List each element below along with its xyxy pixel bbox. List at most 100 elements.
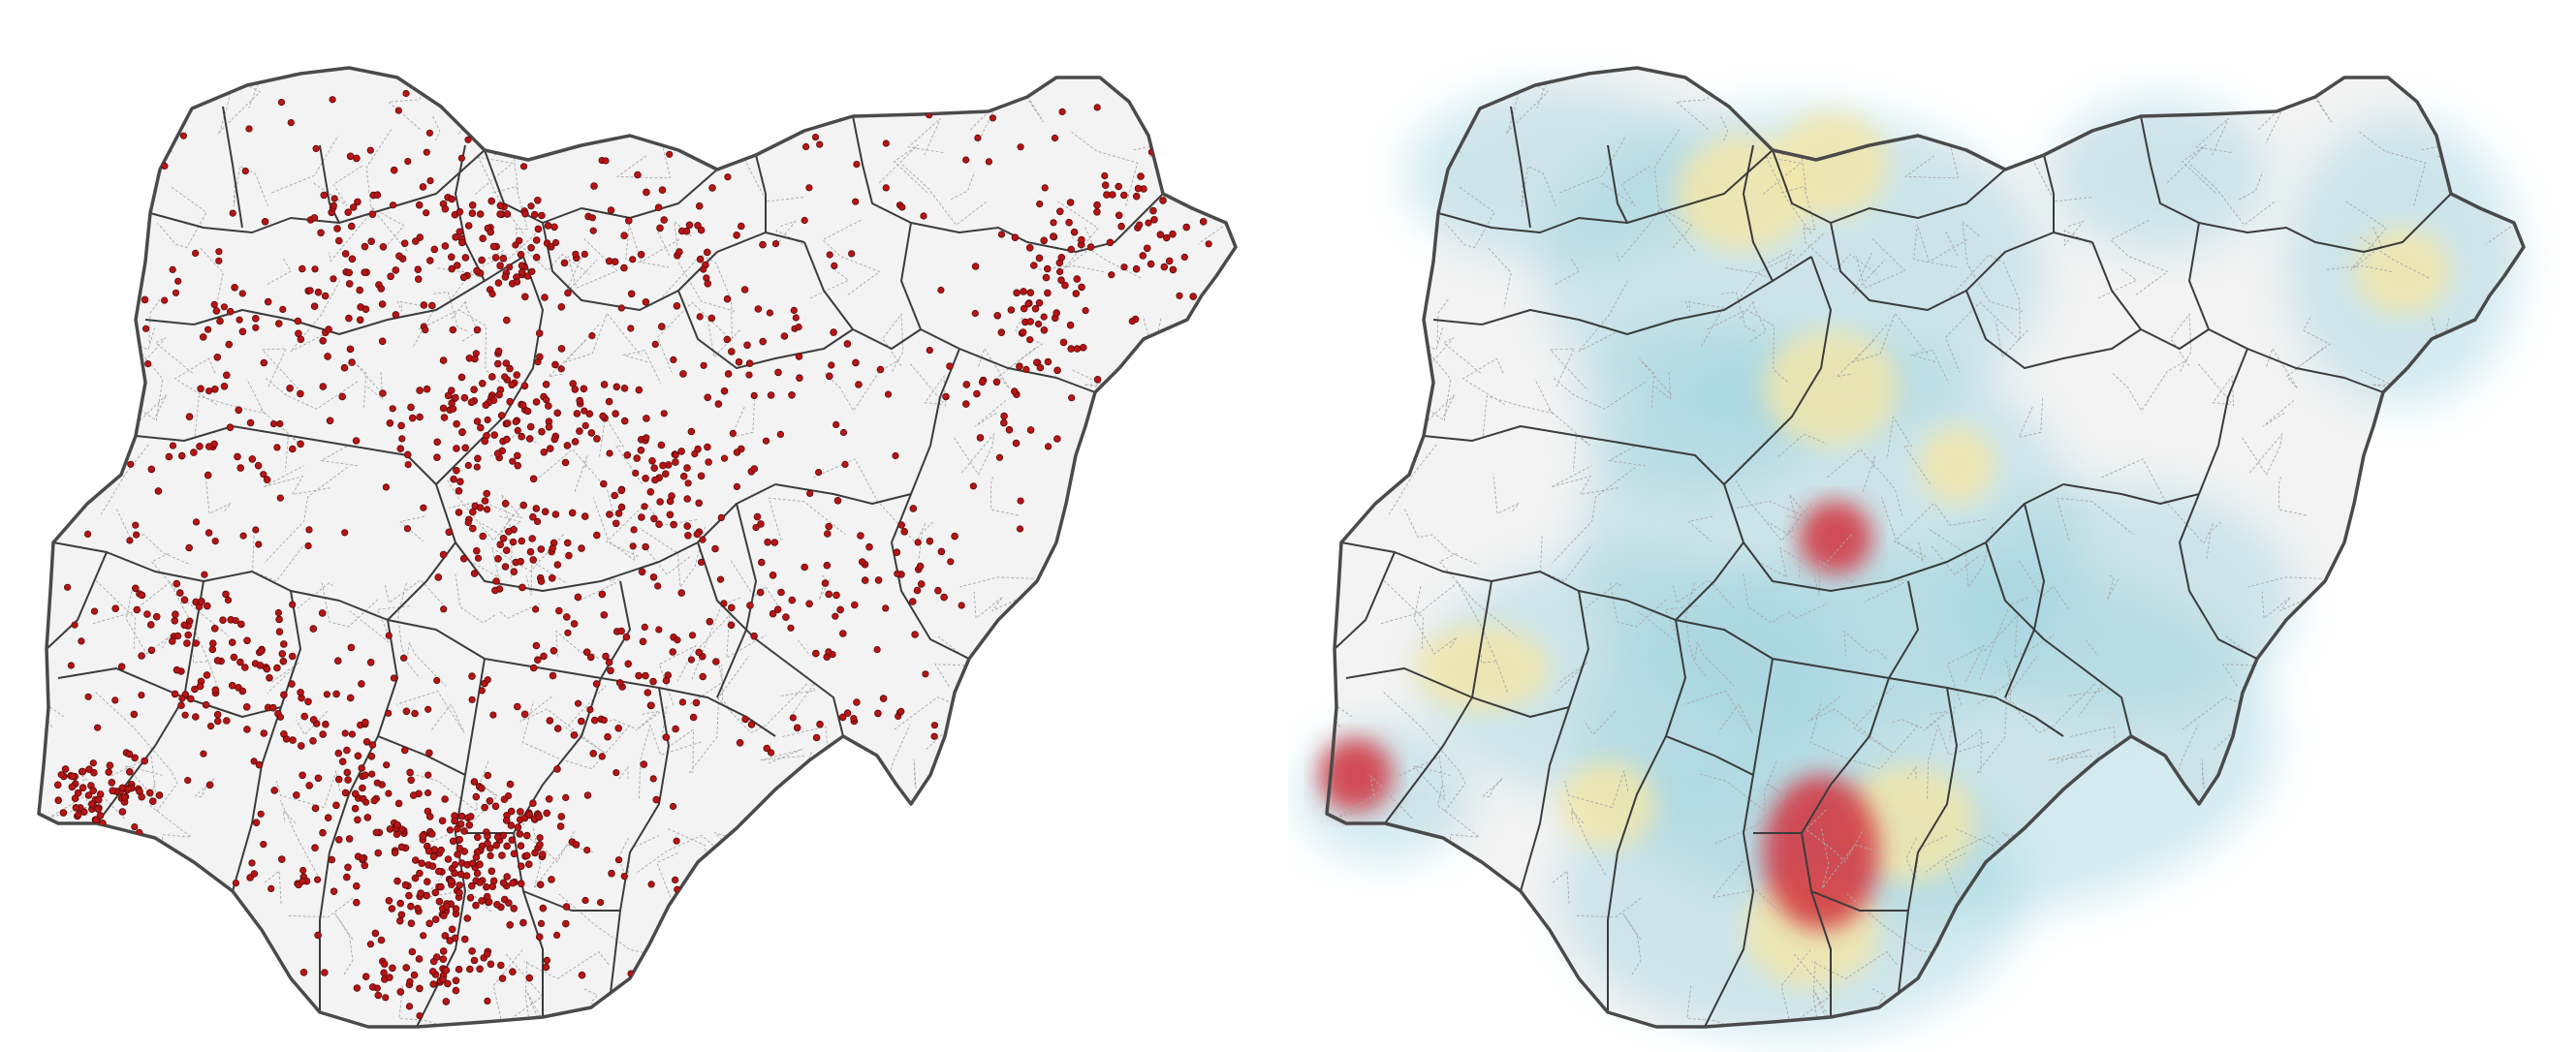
event-point <box>419 832 426 840</box>
event-point <box>482 882 490 891</box>
event-point <box>124 785 132 793</box>
lga-boundary <box>809 268 850 299</box>
event-point <box>806 489 814 497</box>
event-point <box>533 656 542 664</box>
event-point <box>498 975 507 982</box>
event-point <box>543 396 550 404</box>
event-point <box>468 946 476 955</box>
event-point <box>534 358 542 366</box>
lga-boundary <box>2347 779 2428 805</box>
lga-boundary <box>768 497 846 541</box>
lga-boundary <box>2318 762 2366 809</box>
event-point <box>711 658 720 665</box>
state-boundary <box>1334 551 1396 650</box>
event-point <box>226 423 235 432</box>
event-point <box>499 534 508 542</box>
lga-boundary <box>2068 683 2103 717</box>
lga-boundary <box>2517 68 2524 97</box>
event-point <box>1026 426 1035 434</box>
event-point <box>1134 184 1143 193</box>
event-point <box>191 685 199 694</box>
event-point <box>379 389 387 397</box>
event-point <box>1067 245 1075 254</box>
event-point <box>478 897 486 905</box>
event-point <box>582 648 591 656</box>
event-point <box>677 448 685 455</box>
event-point <box>788 390 796 399</box>
event-point <box>620 872 628 881</box>
lga-boundary <box>689 659 724 704</box>
event-point <box>220 303 228 311</box>
event-point <box>704 443 711 451</box>
event-point <box>825 590 832 599</box>
state-boundary <box>1704 658 1774 1027</box>
event-point <box>666 150 674 158</box>
event-point <box>385 896 393 905</box>
lga-boundary <box>1807 696 1893 754</box>
event-point <box>407 919 416 927</box>
event-point <box>743 341 751 350</box>
lga-boundary <box>2260 763 2354 832</box>
event-point <box>297 440 304 449</box>
heat-low-region <box>1579 320 1811 494</box>
event-point <box>484 771 492 780</box>
lga-boundary <box>1887 416 1932 484</box>
event-point <box>746 602 754 609</box>
event-point <box>423 385 431 393</box>
event-point <box>1136 221 1144 229</box>
lga-boundary <box>907 117 944 156</box>
lga-boundary <box>977 347 1036 389</box>
event-point <box>736 738 744 747</box>
event-point <box>1042 273 1051 282</box>
event-point <box>127 460 135 468</box>
event-point <box>235 406 243 415</box>
event-point <box>1128 317 1136 325</box>
event-point <box>456 870 465 879</box>
event-point <box>351 804 360 813</box>
event-point <box>514 426 521 434</box>
event-point <box>223 717 231 725</box>
event-point <box>304 541 312 550</box>
event-point <box>852 358 860 367</box>
lga-boundary <box>2006 949 2030 1024</box>
event-point <box>497 412 506 419</box>
event-point <box>111 696 119 704</box>
event-point <box>573 410 581 418</box>
event-point <box>1073 275 1082 283</box>
event-point <box>535 813 544 821</box>
event-point <box>811 649 820 658</box>
event-point <box>352 898 361 907</box>
event-point <box>138 652 145 660</box>
lga-boundary <box>2063 220 2098 248</box>
event-point <box>72 803 80 812</box>
event-point <box>213 717 222 726</box>
event-point <box>600 381 609 388</box>
event-point <box>176 589 184 597</box>
event-point <box>474 554 483 562</box>
event-point <box>1056 207 1064 216</box>
lga-boundary <box>267 662 300 694</box>
event-point <box>679 370 687 378</box>
event-point <box>874 576 883 584</box>
event-point <box>612 519 620 528</box>
event-point <box>697 226 706 234</box>
event-point <box>509 968 517 975</box>
event-point <box>225 340 234 349</box>
event-point <box>441 242 450 250</box>
event-point <box>361 305 370 314</box>
event-point <box>769 571 777 579</box>
event-point <box>133 605 141 614</box>
event-point <box>314 774 323 783</box>
event-point <box>437 882 445 891</box>
event-point <box>683 522 691 530</box>
event-point <box>126 767 134 776</box>
event-point <box>696 255 705 263</box>
event-point <box>705 458 712 466</box>
lga-boundary <box>643 545 692 575</box>
event-point <box>634 170 642 179</box>
lga-boundary <box>2115 964 2168 972</box>
event-point <box>429 852 438 861</box>
lga-boundary <box>1482 959 1553 1027</box>
event-point <box>382 994 390 1002</box>
event-point <box>236 658 244 666</box>
